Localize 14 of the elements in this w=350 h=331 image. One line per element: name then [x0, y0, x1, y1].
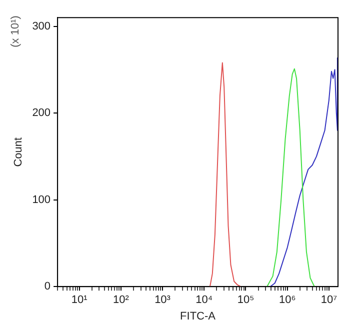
x-tick-label: 10³: [154, 294, 171, 306]
x-tick-label: 10²: [112, 294, 130, 306]
y-tick-label: 0: [44, 280, 51, 293]
x-tick-label: 10⁷: [320, 294, 338, 306]
y-tick-label: 300: [32, 20, 51, 32]
x-tick-label: 10¹: [71, 294, 88, 306]
y-tick-label: 100: [32, 194, 51, 206]
y-tick-label: 200: [32, 107, 51, 120]
x-tick-label: 10⁶: [278, 294, 296, 306]
x-axis-title: FITC-A: [180, 310, 216, 322]
y-axis-title: Count: [12, 137, 25, 167]
x-tick-label: 10⁴: [196, 294, 213, 306]
text: (x 10¹): [10, 16, 22, 48]
x-tick-label: 10⁵: [237, 294, 254, 306]
